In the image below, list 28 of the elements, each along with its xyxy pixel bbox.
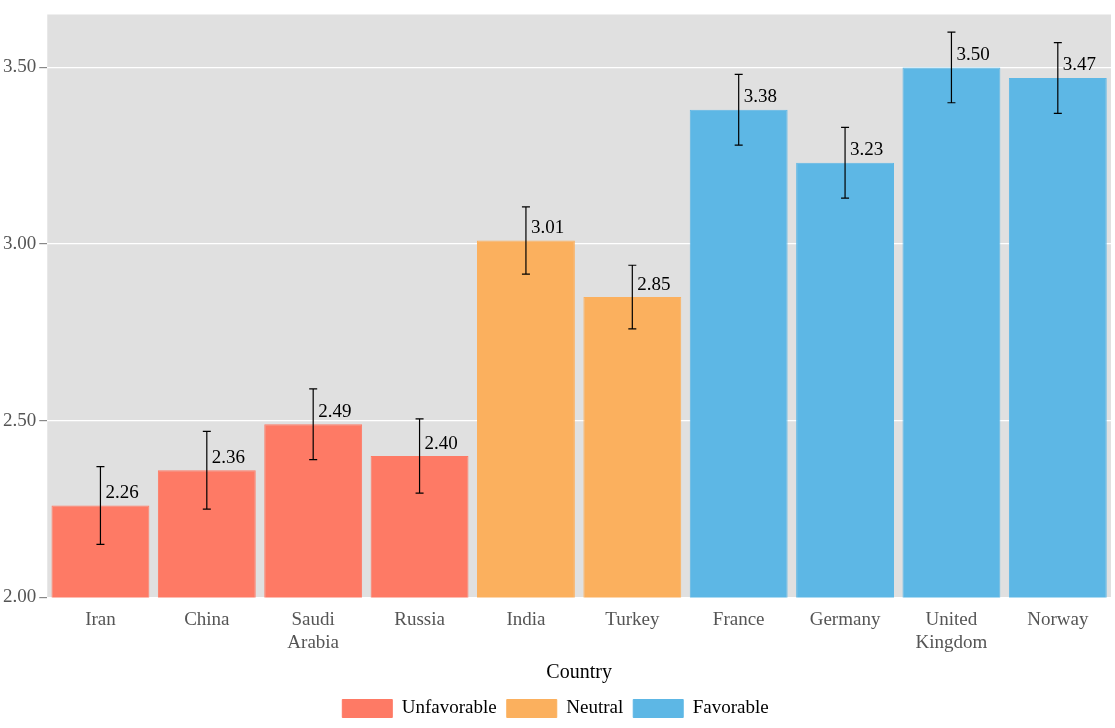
- x-tick-label: Russia: [394, 607, 446, 629]
- data-label: 2.36: [211, 445, 246, 467]
- data-label: 3.50: [956, 42, 990, 64]
- x-tick-label: France: [712, 607, 765, 629]
- data-label: 3.47: [1062, 53, 1097, 75]
- x-tick-label: India: [506, 607, 547, 629]
- data-label: 3.23: [850, 138, 884, 160]
- data-label: 3.38: [743, 85, 777, 107]
- y-tick-label: 3.00: [3, 232, 37, 254]
- y-tick-label: 3.50: [3, 55, 37, 77]
- legend-label: Favorable: [692, 696, 769, 718]
- x-tick-label: Turkey: [605, 607, 660, 629]
- x-tick-label: Norway: [1027, 607, 1089, 629]
- data-label: 3.01: [530, 216, 565, 238]
- data-label: 2.26: [105, 481, 139, 503]
- legend-label: Neutral: [566, 696, 624, 718]
- legend-label: Unfavorable: [401, 696, 497, 718]
- x-tick-label: United Kingdom: [915, 607, 988, 652]
- data-label: 2.49: [318, 399, 352, 421]
- y-tick-label: 2.00: [3, 585, 37, 607]
- y-tick-label: 2.50: [3, 408, 37, 430]
- x-tick-label: Saudi Arabia: [287, 607, 340, 652]
- x-tick-label: Iran: [85, 607, 117, 629]
- x-tick-label: Germany: [809, 607, 881, 629]
- x-tick-label: China: [184, 607, 231, 629]
- data-label: 2.40: [424, 431, 458, 453]
- data-label: 2.85: [637, 272, 671, 294]
- x-axis-title: Country: [546, 660, 612, 684]
